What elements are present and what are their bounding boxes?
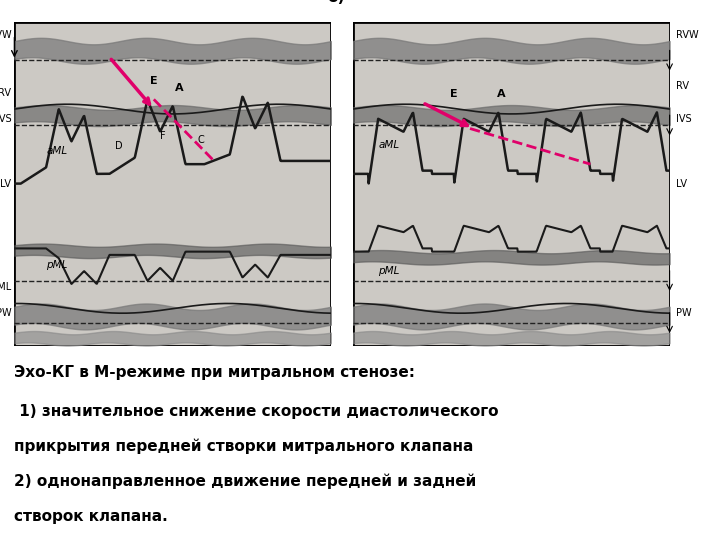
Text: E: E: [150, 76, 158, 86]
Text: C: C: [198, 134, 204, 145]
Text: A: A: [175, 83, 184, 93]
Text: 1) значительное снижение скорости диастолического: 1) значительное снижение скорости диасто…: [14, 404, 499, 419]
Text: 2) однонаправленное движение передней и задней: 2) однонаправленное движение передней и …: [14, 474, 477, 489]
Text: IVS: IVS: [0, 114, 12, 124]
Text: б): б): [328, 0, 345, 5]
Text: LV: LV: [676, 179, 687, 188]
Text: E: E: [451, 89, 458, 99]
Text: RV: RV: [676, 82, 689, 91]
Text: D: D: [115, 141, 122, 151]
Text: pML: pML: [378, 266, 400, 276]
Text: створок клапана.: створок клапана.: [14, 509, 168, 524]
Text: прикрытия передней створки митрального клапана: прикрытия передней створки митрального к…: [14, 439, 474, 455]
Text: аML: аML: [378, 140, 400, 150]
Text: RV: RV: [0, 88, 12, 98]
Text: RVW: RVW: [676, 30, 698, 39]
Text: pML: pML: [46, 260, 68, 269]
Text: A: A: [498, 89, 506, 99]
Text: F: F: [161, 131, 166, 141]
Text: pML: pML: [0, 282, 12, 292]
Text: LV: LV: [0, 179, 12, 188]
Text: PW: PW: [0, 308, 12, 318]
Text: аML: аML: [46, 146, 67, 156]
Text: PW: PW: [676, 308, 692, 318]
Text: IVS: IVS: [676, 114, 692, 124]
Text: Эхо-КГ в М-режиме при митральном стенозе:: Эхо-КГ в М-режиме при митральном стенозе…: [14, 365, 415, 380]
Text: RVW: RVW: [0, 30, 12, 39]
